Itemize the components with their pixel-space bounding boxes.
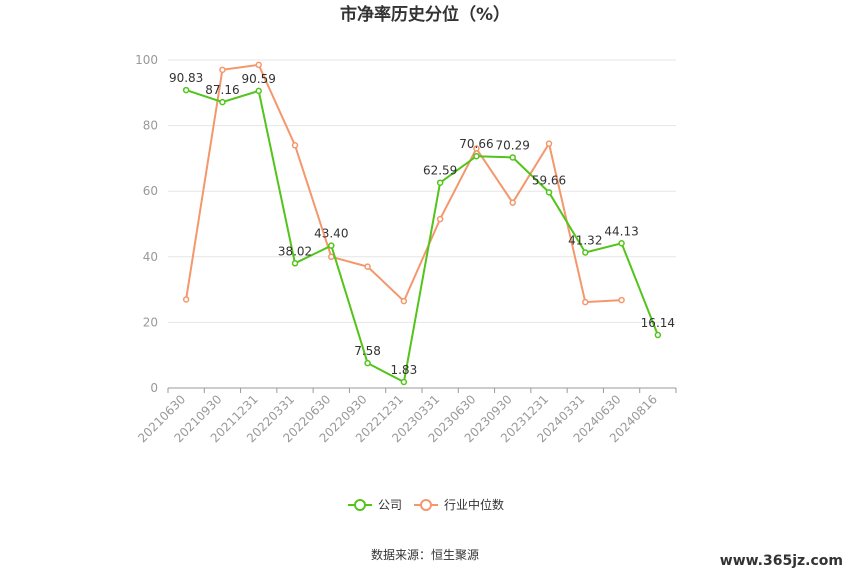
point-industry[interactable] — [618, 296, 625, 304]
y-tick-label: 0 — [150, 381, 158, 395]
point-industry[interactable] — [364, 263, 371, 270]
point-industry[interactable] — [219, 66, 226, 74]
chart-title: 市净率历史分位（%） — [340, 4, 510, 25]
data-label: 87.16 — [205, 83, 239, 97]
point-industry[interactable] — [509, 199, 516, 206]
y-tick-label: 60 — [143, 184, 158, 198]
point-industry[interactable] — [473, 145, 480, 152]
legend-marker-company — [354, 499, 366, 511]
y-tick-label: 100 — [135, 53, 158, 67]
point-company[interactable] — [400, 378, 408, 386]
point-industry[interactable] — [182, 296, 190, 303]
watermark: www.365jz.com — [720, 553, 843, 569]
data-label: 38.02 — [278, 244, 312, 258]
legend: 公司 行业中位数 — [348, 497, 504, 512]
point-company[interactable] — [364, 359, 371, 367]
grid — [168, 59, 676, 323]
point-company[interactable] — [436, 179, 444, 186]
data-label: 90.59 — [242, 72, 276, 86]
point-company[interactable] — [255, 87, 262, 95]
data-label: 1.83 — [390, 363, 417, 377]
y-tick-label: 80 — [143, 119, 158, 133]
data-label: 43.40 — [314, 227, 348, 241]
series — [182, 61, 662, 386]
point-company[interactable] — [219, 98, 226, 106]
data-label: 41.32 — [568, 233, 602, 247]
legend-marker-industry — [420, 499, 432, 511]
legend-label-industry: 行业中位数 — [444, 497, 504, 512]
point-industry[interactable] — [545, 140, 553, 147]
point-company[interactable] — [654, 331, 662, 339]
series-line-company — [185, 89, 659, 384]
point-company[interactable] — [291, 260, 299, 267]
source-note: 数据来源：恒生聚源 — [371, 547, 479, 562]
point-company[interactable] — [545, 189, 553, 196]
legend-label-company: 公司 — [378, 498, 402, 512]
point-industry[interactable] — [291, 142, 299, 149]
point-company[interactable] — [509, 154, 516, 161]
y-tick-label: 20 — [143, 315, 158, 329]
point-industry[interactable] — [582, 298, 589, 306]
data-label: 44.13 — [604, 224, 638, 238]
point-industry[interactable] — [328, 253, 335, 261]
data-label: 62.59 — [423, 164, 457, 178]
data-labels: 90.8387.1690.5938.0243.407.581.8362.5970… — [169, 71, 675, 377]
point-industry[interactable] — [436, 215, 444, 223]
legend-item-industry[interactable]: 行业中位数 — [414, 497, 504, 512]
point-industry[interactable] — [400, 297, 408, 305]
data-label: 90.83 — [169, 71, 203, 85]
point-company[interactable] — [473, 152, 480, 160]
data-label: 59.66 — [532, 173, 566, 187]
y-tick-label: 40 — [143, 250, 158, 264]
point-company[interactable] — [618, 240, 625, 247]
point-industry[interactable] — [255, 61, 262, 69]
data-label: 16.14 — [641, 316, 675, 330]
legend-item-company[interactable]: 公司 — [348, 498, 402, 512]
point-company[interactable] — [328, 242, 335, 249]
data-label: 70.66 — [459, 137, 493, 151]
point-company[interactable] — [582, 249, 589, 256]
data-label: 70.29 — [496, 138, 530, 152]
point-company[interactable] — [182, 86, 190, 94]
data-label: 7.58 — [354, 344, 381, 358]
